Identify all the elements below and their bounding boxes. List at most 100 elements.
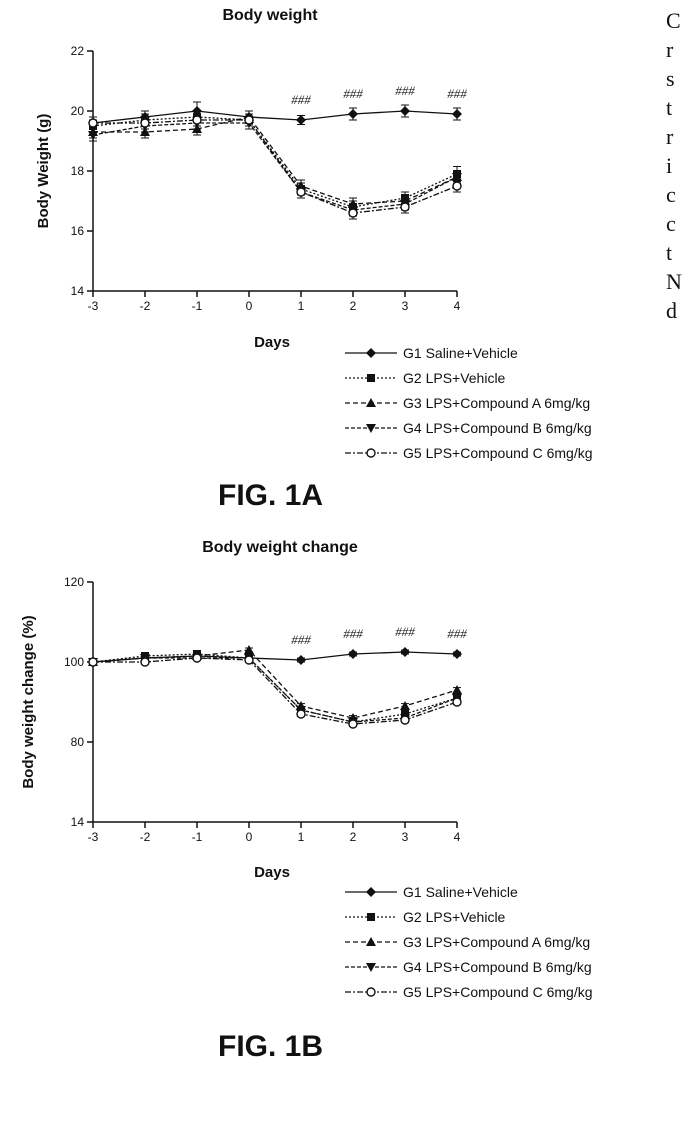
significance-mark: ### [343, 626, 363, 641]
legend-marker [367, 374, 375, 382]
series-line [93, 116, 458, 205]
x-tick-label: 3 [402, 830, 409, 844]
x-tick-label: 0 [246, 830, 253, 844]
data-point [348, 649, 358, 659]
x-tick-label: -2 [140, 830, 151, 844]
data-point [348, 719, 358, 729]
y-tick-label: 14 [71, 815, 85, 829]
data-point [244, 645, 254, 654]
legend-entry: G1 Saline+Vehicle [345, 345, 518, 361]
series-line [93, 119, 458, 214]
significance-mark: ### [447, 86, 467, 101]
data-point [400, 202, 410, 212]
data-point [452, 685, 462, 694]
series-line [92, 657, 458, 723]
data-point [88, 131, 98, 140]
series-5 [88, 653, 462, 729]
data-point [296, 115, 306, 125]
y-tick-label: 18 [71, 164, 85, 178]
legend-marker [366, 348, 376, 358]
chart-title: Body weight [222, 7, 318, 24]
data-point [348, 109, 358, 119]
legend-marker [366, 987, 376, 997]
legend-label: G5 LPS+Compound C 6mg/kg [403, 984, 593, 1000]
data-point [400, 647, 410, 657]
data-point [296, 709, 306, 719]
data-point [140, 118, 150, 128]
x-tick-label: -3 [88, 830, 99, 844]
significance-mark: ### [395, 83, 415, 98]
data-point [452, 109, 462, 119]
data-point [452, 181, 462, 191]
figure-label: FIG. 1A [218, 479, 323, 512]
data-point [400, 715, 410, 725]
significance-mark: ### [291, 632, 311, 647]
x-tick-label: 3 [402, 299, 409, 313]
data-point [296, 187, 306, 197]
legend-label: G3 LPS+Compound A 6mg/kg [403, 934, 590, 950]
x-tick-label: 0 [246, 299, 253, 313]
x-tick-label: 2 [350, 830, 357, 844]
figure-label: FIG. 1B [218, 1030, 323, 1063]
side-text-char: c [666, 211, 676, 236]
y-tick-label: 120 [64, 575, 84, 589]
side-text-char: r [666, 37, 674, 62]
series-5 [88, 113, 462, 220]
legend-entry: G4 LPS+Compound B 6mg/kg [345, 420, 592, 436]
y-tick-label: 80 [71, 735, 85, 749]
significance-mark: ### [395, 624, 415, 639]
legend-label: G3 LPS+Compound A 6mg/kg [403, 395, 590, 411]
data-point [296, 655, 306, 665]
y-tick-label: 22 [71, 44, 85, 58]
legend-label: G2 LPS+Vehicle [403, 909, 506, 925]
legend-label: G1 Saline+Vehicle [403, 345, 518, 361]
significance-mark: ### [447, 626, 467, 641]
x-tick-label: 4 [454, 299, 461, 313]
data-point [400, 106, 410, 116]
legend-marker [366, 448, 376, 458]
legend-entry: G2 LPS+Vehicle [345, 370, 506, 386]
x-tick-label: 4 [454, 830, 461, 844]
data-point [452, 697, 462, 707]
chart-1: Body weight 14 16 18 20 22 -3 -2 -1 0 1 2 3 4 Days Body… [35, 7, 593, 512]
legend-marker [366, 424, 376, 433]
series-line [93, 657, 458, 725]
legend-entry: G3 LPS+Compound A 6mg/kg [345, 934, 590, 950]
x-tick-label: 1 [298, 830, 305, 844]
data-point [88, 118, 98, 128]
significance-mark: ### [343, 86, 363, 101]
legend-entry: G5 LPS+Compound C 6mg/kg [345, 445, 593, 461]
data-point [244, 115, 254, 125]
data-point [400, 701, 410, 710]
legend-marker [366, 937, 376, 946]
x-axis-label: Days [254, 864, 290, 881]
x-tick-label: 1 [298, 299, 305, 313]
legend-label: G1 Saline+Vehicle [403, 884, 518, 900]
data-point [192, 653, 202, 663]
x-tick-label: -1 [192, 830, 203, 844]
side-text-char: t [666, 95, 672, 120]
legend-label: G4 LPS+Compound B 6mg/kg [403, 420, 592, 436]
side-text-char: r [666, 124, 674, 149]
legend-entry: G3 LPS+Compound A 6mg/kg [345, 395, 590, 411]
series-line [92, 122, 458, 211]
chart-title: Body weight change [202, 539, 358, 556]
legend-marker [366, 963, 376, 972]
data-point [244, 655, 254, 665]
side-text-char: c [666, 182, 676, 207]
data-point [348, 208, 358, 218]
legend-marker [367, 913, 375, 921]
significance-mark: ### [291, 92, 311, 107]
legend-entry: G2 LPS+Vehicle [345, 909, 506, 925]
y-tick-label: 16 [71, 224, 85, 238]
data-point [452, 649, 462, 659]
y-tick-label: 100 [64, 655, 84, 669]
data-point [452, 173, 462, 182]
y-tick-label: 14 [71, 284, 85, 298]
x-tick-label: -2 [140, 299, 151, 313]
side-text-char: i [666, 153, 672, 178]
side-text-char: t [666, 240, 672, 265]
series-line [92, 116, 458, 208]
side-text-char: d [666, 298, 677, 323]
